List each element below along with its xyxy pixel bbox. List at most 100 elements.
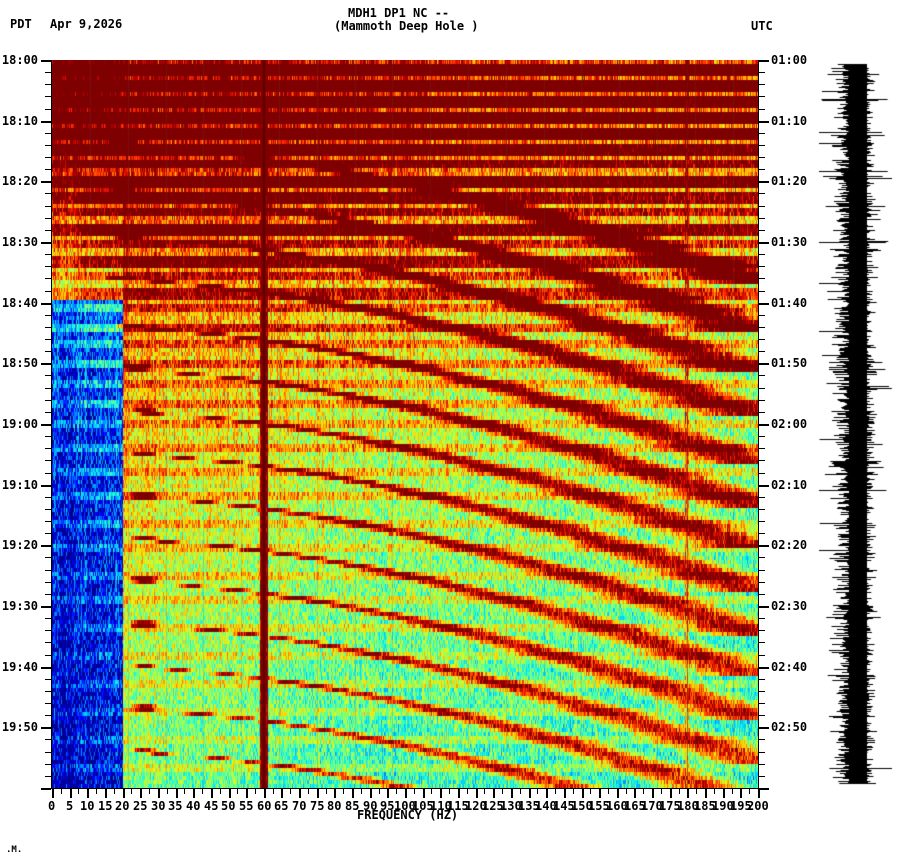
time-tick-left bbox=[45, 193, 51, 194]
frequency-tick bbox=[732, 789, 733, 794]
time-label-utc: 02:00 bbox=[771, 417, 808, 431]
frequency-tick bbox=[520, 789, 521, 794]
frequency-tick bbox=[229, 789, 231, 798]
time-tick-left bbox=[45, 618, 51, 619]
frequency-label: 55 bbox=[239, 799, 254, 813]
frequency-label: 110 bbox=[430, 799, 452, 813]
frequency-label: 140 bbox=[535, 799, 557, 813]
time-tick-left bbox=[41, 424, 51, 426]
frequency-tick bbox=[405, 789, 407, 798]
frequency-label: 70 bbox=[292, 799, 307, 813]
frequency-tick bbox=[326, 789, 327, 794]
time-tick-right bbox=[759, 72, 765, 73]
frequency-tick bbox=[467, 789, 468, 794]
frequency-tick bbox=[582, 789, 584, 798]
time-tick-right bbox=[759, 412, 765, 413]
time-tick-left bbox=[41, 242, 51, 244]
frequency-label: 90 bbox=[363, 799, 378, 813]
frequency-tick bbox=[661, 789, 662, 794]
frequency-tick bbox=[476, 789, 478, 798]
station-subtitle: (Mammoth Deep Hole ) bbox=[334, 19, 479, 33]
time-tick-left bbox=[45, 266, 51, 267]
frequency-tick bbox=[749, 789, 750, 794]
time-tick-right bbox=[759, 315, 765, 316]
frequency-tick bbox=[723, 789, 725, 798]
time-tick-left bbox=[45, 169, 51, 170]
frequency-label: 60 bbox=[257, 799, 272, 813]
time-tick-left bbox=[45, 582, 51, 583]
time-tick-right bbox=[759, 254, 765, 255]
frequency-tick bbox=[458, 789, 460, 798]
time-tick-right bbox=[759, 703, 765, 704]
time-label-utc: 02:40 bbox=[771, 660, 808, 674]
frequency-tick bbox=[105, 789, 107, 798]
frequency-label: 105 bbox=[412, 799, 434, 813]
time-label-pdt: 18:30 bbox=[1, 235, 38, 249]
time-label-utc: 01:20 bbox=[771, 174, 808, 188]
spectrogram-canvas bbox=[52, 60, 758, 788]
time-tick-right bbox=[759, 533, 765, 534]
time-tick-left bbox=[45, 570, 51, 571]
frequency-tick bbox=[484, 789, 485, 794]
frequency-tick bbox=[131, 789, 132, 794]
frequency-label: 30 bbox=[151, 799, 166, 813]
frequency-tick bbox=[449, 789, 450, 794]
frequency-label: 65 bbox=[274, 799, 289, 813]
time-tick-left bbox=[45, 351, 51, 352]
frequency-tick bbox=[246, 789, 248, 798]
time-tick-left bbox=[45, 509, 51, 510]
frequency-tick bbox=[140, 789, 142, 798]
frequency-tick bbox=[264, 789, 266, 798]
frequency-tick bbox=[387, 789, 389, 798]
spectrogram-plot[interactable] bbox=[52, 60, 758, 788]
time-tick-left bbox=[45, 703, 51, 704]
time-tick-right bbox=[759, 351, 765, 352]
frequency-tick bbox=[652, 789, 654, 798]
time-tick-right bbox=[759, 618, 765, 619]
time-tick-right bbox=[759, 691, 765, 692]
frequency-axis-label: FREQUENCY (HZ) bbox=[357, 808, 459, 822]
seismogram-trace-canvas bbox=[818, 60, 894, 788]
time-tick-left bbox=[41, 545, 51, 547]
frequency-label: 0 bbox=[48, 799, 56, 813]
seismogram-trace-panel[interactable] bbox=[818, 60, 894, 788]
time-tick-left bbox=[41, 788, 51, 790]
frequency-tick bbox=[273, 789, 274, 794]
frequency-tick bbox=[379, 789, 380, 794]
time-label-pdt: 19:30 bbox=[1, 599, 38, 613]
frequency-tick bbox=[202, 789, 203, 794]
time-tick-right bbox=[759, 679, 765, 680]
frequency-tick bbox=[290, 789, 291, 794]
time-tick-right bbox=[759, 60, 769, 62]
frequency-tick bbox=[396, 789, 397, 794]
frequency-tick bbox=[114, 789, 115, 794]
time-tick-right bbox=[759, 169, 765, 170]
frequency-tick bbox=[193, 789, 195, 798]
time-tick-left bbox=[45, 291, 51, 292]
time-tick-left bbox=[45, 448, 51, 449]
time-tick-right bbox=[759, 460, 765, 461]
frequency-label: 80 bbox=[327, 799, 342, 813]
frequency-tick bbox=[634, 789, 636, 798]
frequency-tick bbox=[608, 789, 609, 794]
frequency-tick bbox=[705, 789, 707, 798]
frequency-label: 85 bbox=[345, 799, 360, 813]
time-tick-right bbox=[759, 739, 765, 740]
frequency-tick bbox=[334, 789, 336, 798]
frequency-tick bbox=[370, 789, 372, 798]
time-label-utc: 01:50 bbox=[771, 356, 808, 370]
frequency-label: 190 bbox=[712, 799, 734, 813]
time-tick-right bbox=[759, 291, 765, 292]
frequency-tick bbox=[361, 789, 362, 794]
frequency-label: 15 bbox=[98, 799, 113, 813]
time-tick-left bbox=[45, 254, 51, 255]
time-tick-left bbox=[45, 400, 51, 401]
frequency-tick bbox=[343, 789, 344, 794]
time-tick-left bbox=[41, 121, 51, 123]
time-tick-right bbox=[759, 582, 765, 583]
frequency-tick bbox=[626, 789, 627, 794]
time-label-pdt: 18:50 bbox=[1, 356, 38, 370]
time-tick-left bbox=[45, 533, 51, 534]
time-tick-right bbox=[759, 266, 765, 267]
time-tick-left bbox=[45, 715, 51, 716]
